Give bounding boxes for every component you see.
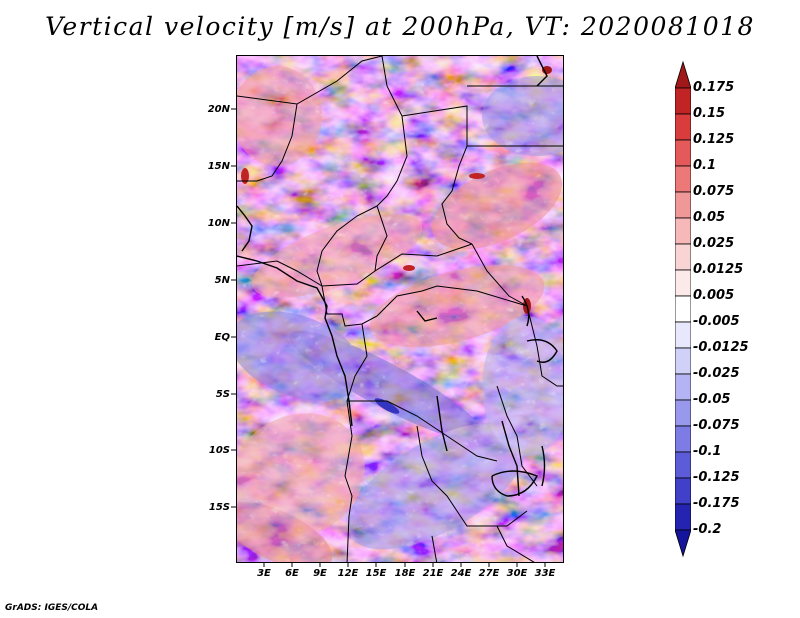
colorbar-swatch [675, 269, 691, 297]
lon-label-6e: 6E [285, 568, 299, 579]
lon-label-9e: 9E [313, 568, 327, 579]
colorbar-label: -0.0125 [693, 340, 749, 355]
colorbar-label: 0.15 [693, 106, 726, 121]
lon-label-3e: 3E [257, 568, 271, 579]
colorbar-swatch [675, 321, 691, 349]
colorbar-swatch [675, 425, 691, 453]
lon-label-27e: 27E [478, 568, 500, 579]
lat-label-5s: 5S [215, 389, 230, 400]
colorbar-label: -0.1 [693, 444, 722, 459]
colorbar-swatch [675, 503, 691, 531]
lat-label-5n: 5N [214, 275, 230, 286]
colorbar-swatch [675, 399, 691, 427]
lon-ticks [263, 562, 546, 567]
colorbar-label: 0.1 [693, 158, 717, 173]
lat-label-15s: 15S [208, 502, 230, 513]
map-panel [236, 55, 564, 563]
lon-label-12e: 12E [337, 568, 359, 579]
lat-label-10n: 10N [207, 218, 230, 229]
colorbar-swatch [675, 87, 691, 115]
colorbar-swatch [675, 165, 691, 193]
lon-label-24e: 24E [450, 568, 472, 579]
colorbar [675, 60, 691, 558]
lon-label-21e: 21E [422, 568, 444, 579]
colorbar-label: -0.025 [693, 366, 740, 381]
colorbar-swatch [675, 191, 691, 219]
colorbar-swatch [675, 477, 691, 505]
colorbar-swatch [675, 217, 691, 245]
colorbar-swatch [675, 373, 691, 401]
colorbar-label: 0.125 [693, 132, 735, 147]
lat-label-eq: EQ [214, 332, 230, 343]
colorbar-label: 0.05 [693, 210, 726, 225]
colorbar-swatch [675, 451, 691, 479]
colorbar-label: 0.075 [693, 184, 735, 199]
grads-credit: GrADS: IGES/COLA [5, 603, 99, 613]
colorbar-label: -0.175 [693, 496, 740, 511]
chart-title: Vertical velocity [m/s] at 200hPa, VT: 2… [45, 12, 755, 41]
colorbar-label: -0.2 [693, 522, 722, 537]
colorbar-label: 0.005 [693, 288, 735, 303]
lon-label-33e: 33E [534, 568, 556, 579]
colorbar-label: -0.005 [693, 314, 740, 329]
lat-ticks [231, 108, 236, 508]
colorbar-swatch [675, 529, 691, 558]
colorbar-swatch [675, 347, 691, 375]
colorbar-label: 0.0125 [693, 262, 744, 277]
lon-label-15e: 15E [365, 568, 387, 579]
colorbar-label: -0.125 [693, 470, 740, 485]
lon-label-30e: 30E [506, 568, 528, 579]
coastlines [237, 56, 558, 497]
velocity-field [237, 56, 563, 562]
lat-label-20n: 20N [207, 104, 230, 115]
colorbar-swatch [675, 243, 691, 271]
colorbar-label: -0.075 [693, 418, 740, 433]
colorbar-swatch [675, 60, 691, 89]
hotspots [241, 66, 552, 414]
lat-label-15n: 15N [207, 161, 230, 172]
lon-label-18e: 18E [394, 568, 416, 579]
colorbar-label: 0.175 [693, 80, 735, 95]
colorbar-swatch [675, 139, 691, 167]
lat-label-10s: 10S [208, 445, 230, 456]
colorbar-swatch [675, 295, 691, 323]
political-borders [237, 56, 563, 562]
colorbar-swatch [675, 113, 691, 141]
colorbar-label: 0.025 [693, 236, 735, 251]
colorbar-label: -0.05 [693, 392, 731, 407]
